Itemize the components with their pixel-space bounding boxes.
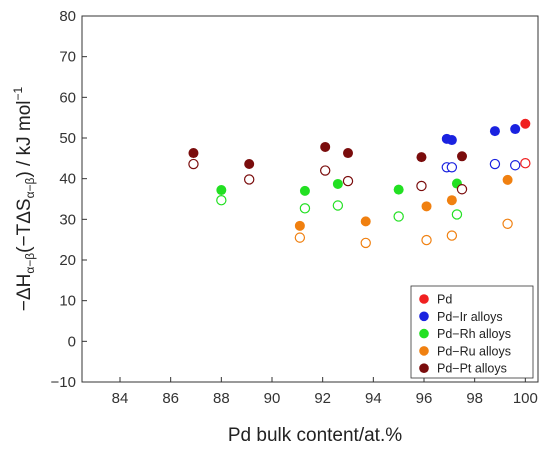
y-tick-label: 40 — [59, 171, 76, 188]
filled-point-pd-rh-alloys — [393, 184, 404, 195]
x-tick-label: 96 — [416, 390, 433, 407]
x-axis: 84 86 88 90 92 94 96 98 100 — [112, 377, 538, 407]
legend-marker-pd-ir-alloys — [419, 311, 429, 322]
filled-point-pd-ru-alloys — [421, 201, 432, 212]
open-point-pd-rh-alloys — [216, 195, 227, 206]
y-tick-label: 10 — [59, 293, 76, 310]
filled-point-pd-rh-alloys — [332, 178, 343, 189]
legend-marker-pd — [419, 294, 429, 304]
filled-point-pd-rh-alloys — [216, 185, 227, 196]
legend-label-pd-pt-alloys: Pd−Pt alloys — [437, 362, 507, 376]
filled-point-pd-ir-alloys — [446, 135, 457, 146]
open-point-pd — [520, 158, 531, 169]
open-point-pd-rh-alloys — [299, 203, 311, 214]
y-tick-label: 0 — [68, 333, 76, 350]
filled-point-pd-rh-alloys — [299, 185, 310, 196]
open-point-pd-ru-alloys — [294, 232, 306, 243]
open-point-pd-ru-alloys — [421, 234, 432, 246]
y-axis: −10 0 10 20 30 40 50 60 70 80 — [51, 8, 87, 391]
filled-point-pd-ru-alloys — [502, 174, 513, 185]
x-tick-label: 86 — [162, 390, 179, 407]
filled-point-pd-ir-alloys — [489, 126, 500, 137]
x-tick-label: 98 — [466, 390, 483, 407]
x-tick-label: 92 — [314, 390, 331, 407]
y-title-minus: − — [14, 300, 35, 311]
x-axis-title: Pd bulk content/at.% — [228, 425, 402, 446]
filled-point-pd-pt-alloys — [343, 148, 353, 159]
open-point-pd-ir-alloys — [489, 158, 501, 170]
open-point-pd-ir-alloys — [446, 162, 458, 173]
y-axis-title: −ΔHα−β(−TΔSα−β) / kJ mol−1 — [11, 86, 37, 311]
open-point-pd-pt-alloys — [188, 158, 199, 170]
x-tick-label: 88 — [213, 390, 230, 407]
legend-marker-pd-pt-alloys — [419, 363, 429, 374]
open-point-pd-ru-alloys — [502, 218, 513, 230]
open-point-pd-pt-alloys — [342, 175, 354, 187]
open-point-pd-ru-alloys — [446, 230, 458, 241]
legend-marker-pd-ru-alloys — [419, 346, 429, 356]
x-tick-label: 90 — [264, 390, 281, 407]
y-title-sub2: α−β — [23, 177, 37, 198]
x-tick-label: 100 — [513, 390, 538, 407]
open-point-pd-rh-alloys — [451, 209, 463, 220]
filled-point-pd-pt-alloys — [188, 148, 199, 159]
legend-label-pd: Pd — [437, 293, 452, 307]
legend-box — [410, 285, 534, 379]
open-point-pd-ir-alloys — [510, 160, 521, 171]
filled-point-pd-pt-alloys — [457, 151, 467, 162]
y-title-paren-open: (−TΔS — [14, 198, 35, 252]
data-points — [188, 118, 531, 249]
filled-point-pd-pt-alloys — [244, 159, 255, 170]
x-tick-label: 84 — [112, 390, 129, 407]
open-point-pd-rh-alloys — [332, 200, 344, 211]
y-title-dh: ΔH — [14, 274, 35, 300]
y-tick-label: 60 — [59, 89, 76, 106]
open-point-pd-rh-alloys — [393, 211, 404, 222]
y-title-sub1: α−β — [23, 253, 37, 274]
y-tick-label: 80 — [59, 8, 76, 25]
y-tick-label: 70 — [59, 49, 76, 66]
x-tick-label: 94 — [365, 390, 382, 407]
filled-point-pd-ru-alloys — [294, 220, 305, 231]
filled-point-pd-pt-alloys — [416, 152, 427, 163]
open-point-pd-ru-alloys — [360, 237, 371, 249]
legend-label-pd-ru-alloys: Pd−Ru alloys — [437, 344, 511, 358]
legend: Pd Pd−Ir alloys Pd−Rh alloys Pd−Ru alloys Pd… — [410, 285, 534, 379]
legend-label-pd-rh-alloys: Pd−Rh alloys — [437, 327, 511, 341]
open-point-pd-pt-alloys — [243, 174, 255, 185]
y-tick-label: −10 — [51, 374, 76, 391]
y-title-sup: −1 — [11, 86, 25, 100]
open-point-pd-pt-alloys — [320, 165, 331, 176]
open-point-pd-pt-alloys — [416, 180, 427, 192]
filled-point-pd-ru-alloys — [446, 195, 457, 206]
y-tick-label: 20 — [59, 252, 76, 269]
y-tick-label: 30 — [59, 211, 76, 228]
legend-label-pd-ir-alloys: Pd−Ir alloys — [437, 310, 503, 324]
filled-point-pd-pt-alloys — [320, 141, 331, 152]
legend-marker-pd-rh-alloys — [419, 328, 429, 339]
filled-point-pd-ru-alloys — [360, 216, 371, 227]
open-point-pd-pt-alloys — [456, 184, 468, 195]
y-tick-label: 50 — [59, 130, 76, 147]
filled-point-pd-ir-alloys — [510, 124, 521, 135]
plot-frame — [81, 15, 539, 383]
filled-point-pd — [520, 118, 531, 129]
y-title-paren-close: ) / kJ mol — [14, 100, 35, 177]
